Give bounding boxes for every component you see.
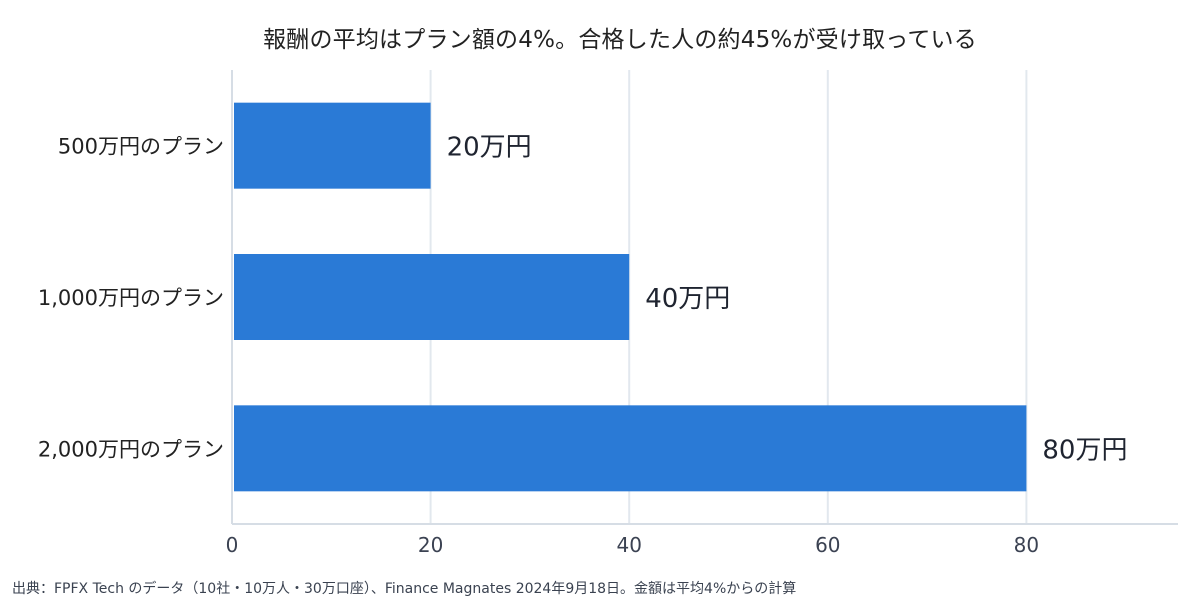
- x-tick-label: 20: [418, 533, 443, 557]
- category-label: 2,000万円のプラン: [38, 437, 224, 461]
- chart-title: 報酬の平均はプラン額の4%。合格した人の約45%が受け取っている: [263, 27, 977, 53]
- bar-3: [234, 405, 1027, 492]
- data-label: 20万円: [447, 133, 532, 163]
- x-tick-label: 0: [226, 533, 239, 557]
- bar-1: [234, 102, 431, 189]
- data-label: 40万円: [645, 284, 730, 314]
- category-label: 500万円のプラン: [58, 135, 224, 159]
- bars: [234, 102, 1027, 492]
- source-note: 出典：FPFX Tech のデータ（10社・10万人・30万口座）、Financ…: [12, 581, 797, 597]
- x-tick-label: 60: [815, 533, 840, 557]
- labels: 500万円のプラン 20万円 1,000万円のプラン 40万円 2,000万円のプラン 8…: [38, 133, 1128, 466]
- x-tick-label: 40: [616, 533, 641, 557]
- x-tick-label: 80: [1014, 533, 1039, 557]
- category-label: 1,000万円のプラン: [38, 286, 224, 310]
- bar-2: [234, 254, 630, 340]
- x-axis: 0 20 40 60 80: [226, 70, 1178, 557]
- data-label: 80万円: [1042, 435, 1127, 465]
